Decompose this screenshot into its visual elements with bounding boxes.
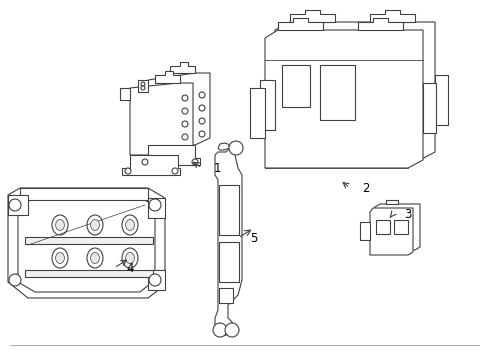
Polygon shape — [374, 204, 419, 250]
Circle shape — [9, 199, 21, 211]
Bar — [25, 237, 153, 244]
Bar — [219, 242, 239, 282]
Polygon shape — [148, 270, 164, 290]
Bar — [219, 185, 239, 235]
Polygon shape — [274, 22, 434, 160]
Circle shape — [9, 274, 21, 286]
Circle shape — [141, 82, 145, 86]
Circle shape — [213, 323, 226, 337]
Polygon shape — [138, 80, 148, 92]
Text: 4: 4 — [126, 261, 133, 274]
Polygon shape — [8, 195, 28, 215]
Bar — [219, 288, 232, 303]
Ellipse shape — [87, 248, 103, 268]
Polygon shape — [122, 155, 180, 175]
Polygon shape — [434, 75, 447, 125]
Polygon shape — [260, 80, 274, 130]
Text: 3: 3 — [403, 208, 410, 221]
Ellipse shape — [87, 215, 103, 235]
Circle shape — [182, 95, 187, 101]
Polygon shape — [148, 73, 209, 145]
Polygon shape — [20, 188, 148, 200]
Circle shape — [228, 141, 243, 155]
Polygon shape — [369, 10, 414, 22]
Polygon shape — [278, 18, 323, 30]
Circle shape — [182, 134, 187, 140]
Polygon shape — [155, 71, 180, 83]
Bar — [393, 220, 407, 234]
Polygon shape — [289, 10, 334, 22]
Ellipse shape — [122, 248, 138, 268]
Polygon shape — [18, 198, 155, 292]
Circle shape — [182, 108, 187, 114]
Ellipse shape — [52, 215, 68, 235]
Bar — [282, 65, 309, 107]
Polygon shape — [422, 83, 435, 133]
Circle shape — [199, 118, 204, 124]
Polygon shape — [130, 83, 193, 155]
Polygon shape — [369, 208, 412, 255]
Ellipse shape — [125, 252, 134, 264]
Polygon shape — [357, 18, 402, 30]
Ellipse shape — [125, 220, 134, 230]
Circle shape — [125, 168, 131, 174]
Polygon shape — [140, 145, 200, 165]
Circle shape — [224, 323, 239, 337]
Ellipse shape — [56, 220, 64, 230]
Polygon shape — [170, 62, 195, 73]
Polygon shape — [218, 143, 229, 150]
Text: 2: 2 — [361, 181, 369, 194]
Circle shape — [182, 121, 187, 127]
Circle shape — [149, 274, 161, 286]
Circle shape — [199, 131, 204, 137]
Bar — [319, 65, 354, 120]
Polygon shape — [359, 222, 369, 240]
Text: 1: 1 — [214, 162, 221, 175]
Polygon shape — [249, 88, 264, 138]
Circle shape — [199, 92, 204, 98]
Ellipse shape — [90, 252, 99, 264]
Polygon shape — [8, 188, 164, 298]
Bar — [25, 270, 153, 277]
Text: 5: 5 — [249, 231, 257, 244]
Polygon shape — [215, 148, 242, 335]
Circle shape — [149, 199, 161, 211]
Bar — [375, 220, 389, 234]
Polygon shape — [120, 88, 130, 100]
Circle shape — [199, 105, 204, 111]
Polygon shape — [264, 30, 422, 168]
Circle shape — [142, 159, 148, 165]
Ellipse shape — [90, 220, 99, 230]
Circle shape — [141, 86, 145, 90]
Circle shape — [192, 159, 198, 165]
Ellipse shape — [56, 252, 64, 264]
Ellipse shape — [52, 248, 68, 268]
Circle shape — [172, 168, 178, 174]
Polygon shape — [385, 200, 397, 204]
Polygon shape — [148, 198, 164, 218]
Ellipse shape — [122, 215, 138, 235]
